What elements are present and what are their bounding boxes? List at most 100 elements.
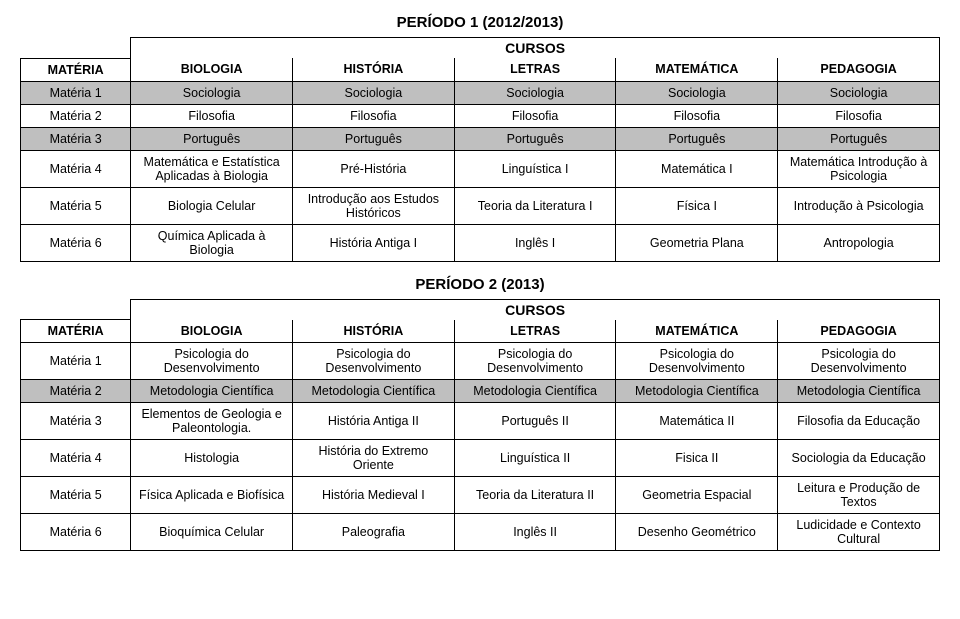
period-title: PERÍODO 1 (2012/2013) [20,14,940,31]
table-row: Matéria 2FilosofiaFilosofiaFilosofiaFilo… [21,104,940,127]
data-cell: Histologia [131,440,293,477]
data-cell: Desenho Geométrico [616,514,778,551]
column-header: MATÉRIA [21,58,131,81]
data-cell: Português [454,127,616,150]
data-cell: Filosofia da Educação [778,403,940,440]
data-cell: Linguística I [454,150,616,187]
data-cell: Geometria Plana [616,224,778,261]
row-label-cell: Matéria 5 [21,477,131,514]
data-cell: Filosofia [131,104,293,127]
data-cell: Sociologia [454,81,616,104]
table-row: Matéria 5Biologia CelularIntrodução aos … [21,187,940,224]
data-cell: Psicologia do Desenvolvimento [293,343,455,380]
table-row: Matéria 1SociologiaSociologiaSociologiaS… [21,81,940,104]
blank-cell [21,299,131,320]
data-cell: História do Extremo Oriente [293,440,455,477]
data-cell: Sociologia [616,81,778,104]
column-header: MATEMÁTICA [616,58,778,81]
document-root: PERÍODO 1 (2012/2013)CURSOSMATÉRIABIOLOG… [20,14,940,551]
row-label-cell: Matéria 3 [21,127,131,150]
data-cell: História Antiga I [293,224,455,261]
table-row: Matéria 5Física Aplicada e BiofísicaHist… [21,477,940,514]
data-cell: Português [616,127,778,150]
data-cell: Filosofia [293,104,455,127]
table-row: Matéria 2Metodologia CientíficaMetodolog… [21,380,940,403]
data-cell: Português [293,127,455,150]
data-cell: Sociologia [131,81,293,104]
row-label-cell: Matéria 4 [21,150,131,187]
data-cell: Física Aplicada e Biofísica [131,477,293,514]
data-cell: Matemática II [616,403,778,440]
data-cell: Fisica II [616,440,778,477]
data-cell: Leitura e Produção de Textos [778,477,940,514]
row-label-cell: Matéria 2 [21,104,131,127]
data-cell: Linguística II [454,440,616,477]
data-cell: Inglês I [454,224,616,261]
column-header: HISTÓRIA [293,58,455,81]
data-cell: Química Aplicada à Biologia [131,224,293,261]
blank-cell [21,38,131,59]
data-cell: Paleografia [293,514,455,551]
data-cell: Ludicidade e Contexto Cultural [778,514,940,551]
cursos-header-row: CURSOS [21,299,940,320]
data-cell: Matemática Introdução à Psicologia [778,150,940,187]
table-header-row: MATÉRIABIOLOGIAHISTÓRIALETRASMATEMÁTICAP… [21,320,940,343]
data-cell: Português [778,127,940,150]
row-label-cell: Matéria 4 [21,440,131,477]
column-header: MATÉRIA [21,320,131,343]
data-cell: Filosofia [616,104,778,127]
cursos-label: CURSOS [131,38,940,59]
row-label-cell: Matéria 1 [21,81,131,104]
row-label-cell: Matéria 3 [21,403,131,440]
row-label-cell: Matéria 1 [21,343,131,380]
row-label-cell: Matéria 2 [21,380,131,403]
cursos-label: CURSOS [131,299,940,320]
data-cell: Metodologia Científica [778,380,940,403]
data-cell: Metodologia Científica [454,380,616,403]
data-cell: Metodologia Científica [616,380,778,403]
table-row: Matéria 6Bioquímica CelularPaleografiaIn… [21,514,940,551]
table-row: Matéria 6Química Aplicada à BiologiaHist… [21,224,940,261]
table-row: Matéria 4Matemática e Estatística Aplica… [21,150,940,187]
table-row: Matéria 4HistologiaHistória do Extremo O… [21,440,940,477]
column-header: PEDAGOGIA [778,320,940,343]
data-cell: Matemática e Estatística Aplicadas à Bio… [131,150,293,187]
column-header: LETRAS [454,320,616,343]
data-cell: Psicologia do Desenvolvimento [131,343,293,380]
column-header: BIOLOGIA [131,58,293,81]
table-row: Matéria 3PortuguêsPortuguêsPortuguêsPort… [21,127,940,150]
row-label-cell: Matéria 5 [21,187,131,224]
data-cell: Filosofia [454,104,616,127]
period-title: PERÍODO 2 (2013) [20,276,940,293]
table-header-row: MATÉRIABIOLOGIAHISTÓRIALETRASMATEMÁTICAP… [21,58,940,81]
cursos-header-row: CURSOS [21,38,940,59]
data-cell: Sociologia [778,81,940,104]
data-cell: Psicologia do Desenvolvimento [616,343,778,380]
data-cell: História Antiga II [293,403,455,440]
table-row: Matéria 3Elementos de Geologia e Paleont… [21,403,940,440]
data-cell: Teoria da Literatura I [454,187,616,224]
data-cell: Português [131,127,293,150]
data-cell: Introdução à Psicologia [778,187,940,224]
data-cell: Teoria da Literatura II [454,477,616,514]
column-header: BIOLOGIA [131,320,293,343]
column-header: HISTÓRIA [293,320,455,343]
data-cell: Metodologia Científica [293,380,455,403]
data-cell: Biologia Celular [131,187,293,224]
data-cell: Física I [616,187,778,224]
column-header: PEDAGOGIA [778,58,940,81]
data-cell: Português II [454,403,616,440]
data-cell: Metodologia Científica [131,380,293,403]
curriculum-table: CURSOSMATÉRIABIOLOGIAHISTÓRIALETRASMATEM… [20,299,940,552]
column-header: LETRAS [454,58,616,81]
data-cell: Filosofia [778,104,940,127]
data-cell: Psicologia do Desenvolvimento [454,343,616,380]
data-cell: Sociologia da Educação [778,440,940,477]
data-cell: Elementos de Geologia e Paleontologia. [131,403,293,440]
data-cell: Introdução aos Estudos Históricos [293,187,455,224]
data-cell: Geometria Espacial [616,477,778,514]
data-cell: Sociologia [293,81,455,104]
data-cell: Bioquímica Celular [131,514,293,551]
row-label-cell: Matéria 6 [21,224,131,261]
data-cell: Antropologia [778,224,940,261]
